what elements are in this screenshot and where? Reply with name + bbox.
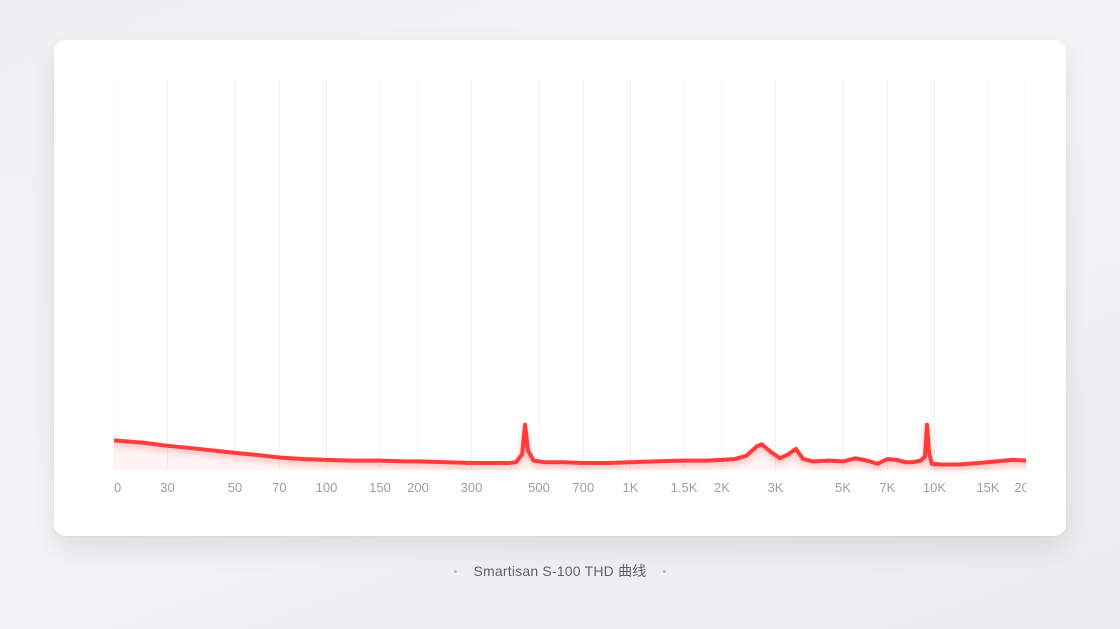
svg-text:7K: 7K [879,480,895,495]
svg-text:50: 50 [228,480,242,495]
svg-text:20K: 20K [1014,480,1026,495]
svg-text:300: 300 [461,480,483,495]
svg-text:150: 150 [369,480,391,495]
caption-text: Smartisan S-100 THD 曲线 [474,563,647,579]
svg-text:1K: 1K [623,480,639,495]
svg-text:20: 20 [114,480,121,495]
caption-bullet-left: • [454,567,458,578]
svg-text:1.5K: 1.5K [671,480,698,495]
svg-text:3K: 3K [768,480,784,495]
svg-text:2K: 2K [714,480,730,495]
chart-card: 012345203050701001502003005007001K1.5K2K… [54,40,1066,536]
svg-text:30: 30 [160,480,174,495]
svg-text:200: 200 [407,480,429,495]
svg-text:70: 70 [272,480,286,495]
svg-text:10K: 10K [923,480,946,495]
svg-text:5K: 5K [835,480,851,495]
svg-text:100: 100 [316,480,338,495]
svg-text:700: 700 [573,480,595,495]
caption-bullet-right: • [663,567,667,578]
svg-text:15K: 15K [976,480,999,495]
svg-text:500: 500 [528,480,550,495]
thd-line-chart: 012345203050701001502003005007001K1.5K2K… [114,80,1026,470]
chart-caption: • Smartisan S-100 THD 曲线 • [0,561,1120,581]
